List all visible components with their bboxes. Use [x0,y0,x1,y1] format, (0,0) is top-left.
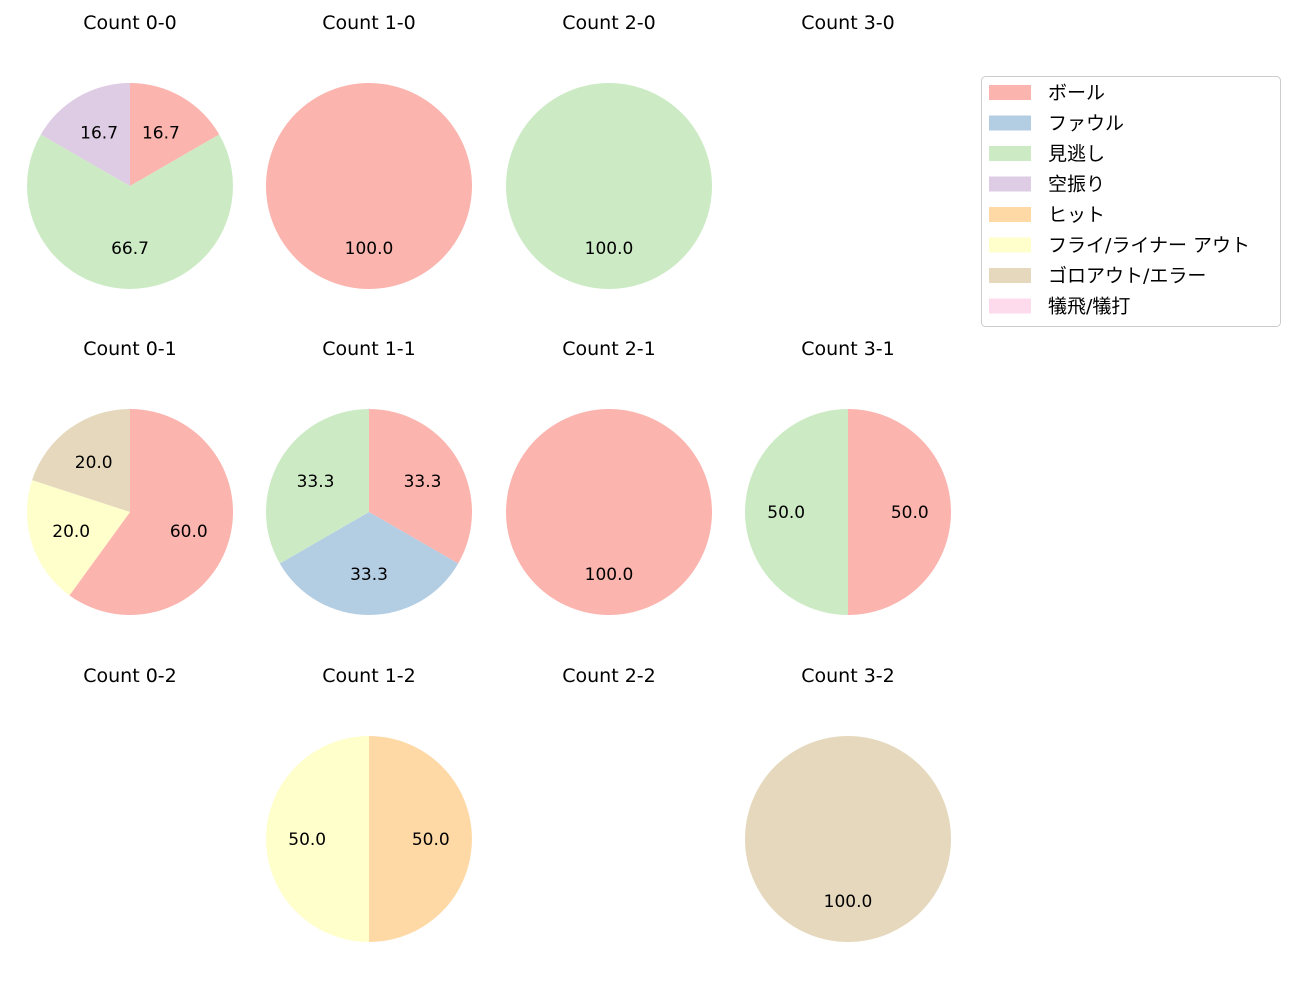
legend-swatch [989,237,1031,253]
legend-swatch [989,85,1031,100]
pie-8: Count 3-1 50.0 50.0 [745,338,951,615]
pie-slice [506,83,712,289]
pie-label: 50.0 [767,503,805,523]
pie-title: Count 3-2 [801,665,895,687]
pie-title: Count 0-1 [83,338,177,360]
pie-slice [266,409,369,564]
pie-title: Count 0-2 [83,665,177,687]
legend-label: ヒット [1048,204,1105,226]
pie-title: Count 1-2 [322,665,416,687]
pie-4: Count 3-0 [801,12,895,34]
legend-label: ファウル [1048,113,1124,135]
pie-label: 100.0 [824,892,873,912]
pie-3: Count 2-0 100.0 [506,12,712,289]
pie-slice [266,736,369,942]
legend-swatch [989,207,1031,222]
pie-slice [32,409,130,512]
legend-swatch [989,298,1031,314]
pie-label: 20.0 [75,453,113,473]
pie-9: Count 0-2 [83,665,177,687]
pie-label: 100.0 [585,565,634,585]
pie-slice [848,409,951,615]
legend-frame [981,76,1281,327]
pie-slice [26,480,130,596]
pie-label: 50.0 [412,830,450,850]
pie-slice [130,83,220,186]
pie-slice [279,512,459,615]
pie-5: Count 0-1 60.0 20.0 20.0 [26,338,234,615]
legend-label: 犠飛/犠打 [1048,296,1130,318]
legend-label: ボール [1048,82,1105,104]
pie-slice [69,409,234,615]
pie-slice [40,83,130,186]
pie-label: 50.0 [891,503,929,523]
legend-label: フライ/ライナー アウト [1048,235,1250,257]
legend-swatch [989,268,1031,283]
pie-title: Count 1-1 [322,338,416,360]
pie-label: 16.7 [142,124,180,144]
pie-slice [745,409,848,615]
pie-title: Count 1-0 [322,12,416,34]
pie-label: 16.7 [80,124,118,144]
pie-label: 60.0 [170,522,208,542]
pie-label: 33.3 [404,472,442,492]
legend-swatch [989,176,1031,192]
pie-title: Count 0-0 [83,12,177,34]
pie-label: 66.7 [111,239,149,259]
legend-swatch [989,146,1031,161]
pie-2: Count 1-0 100.0 [266,12,472,289]
pie-11: Count 2-2 [562,665,656,687]
pie-slice [369,736,472,942]
pie-label: 33.3 [350,565,388,585]
legend-swatch [989,115,1031,131]
pie-label: 100.0 [345,239,394,259]
pie-label: 100.0 [585,239,634,259]
pie-1: Count 0-0 16.7 66.7 16.7 [27,12,233,290]
pie-slice [27,134,233,290]
legend-label: 見逃し [1048,143,1105,165]
legend-label: 空振り [1048,174,1105,196]
pie-10: Count 1-2 50.0 50.0 [266,665,472,942]
pie-slice [369,409,472,564]
pie-6: Count 1-1 33.3 33.3 33.3 [266,338,472,615]
pie-title: Count 3-1 [801,338,895,360]
pie-label: 20.0 [52,522,90,542]
pie-title: Count 2-0 [562,12,656,34]
pie-label: 33.3 [297,472,335,492]
pie-12: Count 3-2 100.0 [745,665,951,942]
pie-slice [266,83,472,289]
pie-title: Count 2-1 [562,338,656,360]
pie-title: Count 3-0 [801,12,895,34]
legend-label: ゴロアウト/エラー [1048,265,1206,287]
pie-7: Count 2-1 100.0 [506,338,712,615]
pie-title: Count 2-2 [562,665,656,687]
pie-label: 50.0 [288,830,326,850]
pie-slice [506,409,712,615]
pie-slice [745,736,951,942]
